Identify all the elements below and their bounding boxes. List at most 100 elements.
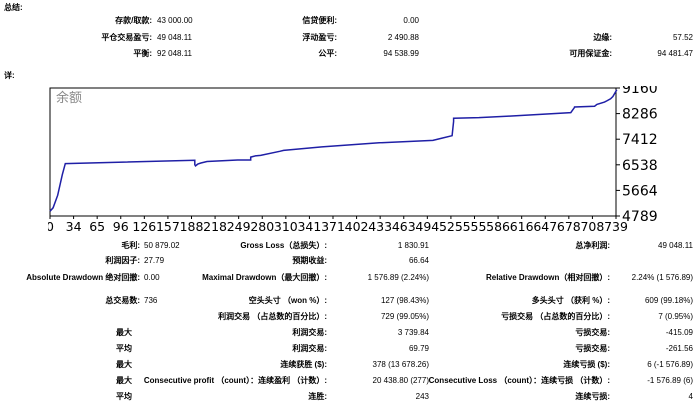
x-tick-label: 463 bbox=[392, 219, 416, 234]
consec-profit-value: 20 438.80 (277) bbox=[372, 376, 430, 385]
x-tick-label: 126 bbox=[132, 219, 156, 234]
expected-payoff-label: 预期收益: bbox=[292, 256, 327, 265]
average-label: 平均 bbox=[116, 344, 132, 353]
consec-losses-label: 连续亏损 ($): bbox=[563, 360, 610, 369]
x-tick-label: 65 bbox=[89, 219, 105, 234]
x-tick-label: 525 bbox=[439, 219, 463, 234]
profit-trades-value: 729 (99.05%) bbox=[380, 312, 429, 321]
free-margin-label: 可用保证金: bbox=[569, 49, 612, 58]
total-trades-value: 736 bbox=[144, 296, 158, 305]
avg-consec-label: 平均 bbox=[116, 392, 132, 401]
x-tick-label: 494 bbox=[415, 219, 439, 234]
largest-profit-value: 3 739.84 bbox=[397, 328, 429, 337]
consec-loss-value: -1 576.89 (6) bbox=[647, 376, 693, 385]
average-profit-value: 69.79 bbox=[408, 344, 429, 353]
floating-pl-label: 浮动盈亏: bbox=[302, 33, 337, 42]
y-tick-label: 4789 bbox=[622, 209, 658, 225]
details-title: 详: bbox=[4, 71, 15, 80]
consec-wins-value: 378 (13 678.26) bbox=[372, 360, 430, 369]
largest-profit-label: 利润交易: bbox=[292, 328, 327, 337]
avg-wins-label: 连胜: bbox=[308, 392, 327, 401]
x-tick-label: 34 bbox=[66, 219, 82, 234]
x-tick-label: 616 bbox=[510, 219, 534, 234]
y-tick-label: 5664 bbox=[622, 183, 658, 199]
consec-wins-label: 连续获胜 ($): bbox=[280, 360, 327, 369]
chart-plot-area bbox=[49, 87, 617, 217]
rel-drawdown-label: Relative Drawdown（相对回撤）: bbox=[485, 273, 610, 282]
total-trades-label: 总交易数: bbox=[105, 296, 140, 305]
y-tick-label: 7412 bbox=[622, 132, 658, 148]
profit-factor-value: 27.79 bbox=[144, 256, 165, 265]
largest-loss-value: -415.09 bbox=[665, 328, 693, 337]
short-positions-value: 127 (98.43%) bbox=[380, 296, 429, 305]
gross-loss-value: 1 830.91 bbox=[397, 241, 429, 250]
x-tick-label: 341 bbox=[297, 219, 321, 234]
margin-value: 57.52 bbox=[672, 33, 693, 42]
free-margin-value: 94 481.47 bbox=[657, 49, 693, 58]
net-profit-value: 49 048.11 bbox=[658, 241, 693, 250]
x-tick-label: 0 bbox=[48, 219, 54, 234]
y-tick-label: 9160 bbox=[622, 86, 658, 97]
x-tick-label: 708 bbox=[580, 219, 604, 234]
deposit-value: 43 000.00 bbox=[157, 16, 193, 25]
gross-loss-label: Gross Loss（总损失）: bbox=[240, 241, 327, 250]
x-tick-label: 678 bbox=[557, 219, 581, 234]
average-loss-value: -261.56 bbox=[665, 344, 693, 353]
closed-pl-label: 平仓交易盈亏: bbox=[101, 33, 152, 42]
long-positions-value: 609 (99.18%) bbox=[644, 296, 693, 305]
abs-drawdown-value: 0.00 bbox=[144, 273, 160, 282]
max-drawdown-value: 1 576.89 (2.24%) bbox=[367, 273, 429, 282]
x-tick-label: 249 bbox=[227, 219, 251, 234]
average-profit-label: 利润交易: bbox=[292, 344, 327, 353]
x-tick-label: 218 bbox=[203, 219, 227, 234]
floating-pl-value: 2 490.88 bbox=[387, 33, 419, 42]
equity-label: 公平: bbox=[318, 49, 337, 58]
x-tick-label: 739 bbox=[604, 219, 628, 234]
net-profit-label: 总净利润: bbox=[575, 241, 610, 250]
x-tick-label: 188 bbox=[180, 219, 204, 234]
credit-value: 0.00 bbox=[403, 16, 419, 25]
max-consec2-label: 最大 bbox=[116, 376, 132, 385]
profit-factor-label: 利润因子: bbox=[105, 256, 140, 265]
balance-line bbox=[49, 89, 618, 212]
x-tick-label: 96 bbox=[113, 219, 129, 234]
avg-wins-value: 243 bbox=[415, 392, 429, 401]
loss-trades-label: 亏损交易 （占总数的百分比）: bbox=[501, 312, 610, 321]
x-tick-label: 157 bbox=[156, 219, 180, 234]
loss-trades-value: 7 (0.95%) bbox=[658, 312, 693, 321]
consec-loss-label: Consecutive Loss （count）：连续亏损 （计数）: bbox=[428, 376, 610, 385]
x-tick-label: 586 bbox=[486, 219, 510, 234]
balance-label: 平衡: bbox=[133, 49, 152, 58]
avg-losses-value: 4 bbox=[688, 392, 693, 401]
y-tick-label: 6538 bbox=[622, 158, 658, 174]
average-loss-label: 亏损交易: bbox=[575, 344, 610, 353]
long-positions-label: 多头头寸 （获利 %）: bbox=[531, 296, 610, 305]
y-tick-label: 8286 bbox=[622, 107, 658, 123]
margin-label: 边缘: bbox=[593, 33, 612, 42]
short-positions-label: 空头头寸 （won %）: bbox=[248, 296, 327, 305]
x-tick-label: 310 bbox=[274, 219, 298, 234]
abs-drawdown-label: Absolute Drawdown 绝对回撤: bbox=[26, 273, 140, 282]
consec-losses-value: 6 (-1 576.89) bbox=[647, 360, 693, 369]
summary-title: 总结: bbox=[4, 3, 23, 12]
expected-payoff-value: 66.64 bbox=[408, 256, 429, 265]
closed-pl-value: 49 048.11 bbox=[157, 33, 192, 42]
largest-label: 最大 bbox=[116, 328, 132, 337]
x-tick-label: 433 bbox=[368, 219, 392, 234]
x-tick-label: 280 bbox=[250, 219, 274, 234]
profit-trades-label: 利润交易 （占总数的百分比）: bbox=[218, 312, 327, 321]
x-tick-label: 555 bbox=[463, 219, 487, 234]
gross-profit-value: 50 879.02 bbox=[144, 241, 180, 250]
consec-profit-label: Consecutive profit （count）：连续盈利 （计数）: bbox=[143, 376, 327, 385]
gross-profit-label: 毛利: bbox=[121, 241, 140, 250]
credit-label: 信贷便利: bbox=[302, 16, 337, 25]
rel-drawdown-value: 2.24% (1 576.89) bbox=[631, 273, 693, 282]
max-consec-label: 最大 bbox=[116, 360, 132, 369]
x-tick-label: 647 bbox=[533, 219, 557, 234]
balance-value: 92 048.11 bbox=[157, 49, 192, 58]
chart-title: 余额 bbox=[56, 90, 82, 106]
avg-losses-label: 连续亏损: bbox=[575, 392, 610, 401]
equity-value: 94 538.99 bbox=[383, 49, 419, 58]
largest-loss-label: 亏损交易: bbox=[575, 328, 610, 337]
x-tick-label: 402 bbox=[345, 219, 369, 234]
